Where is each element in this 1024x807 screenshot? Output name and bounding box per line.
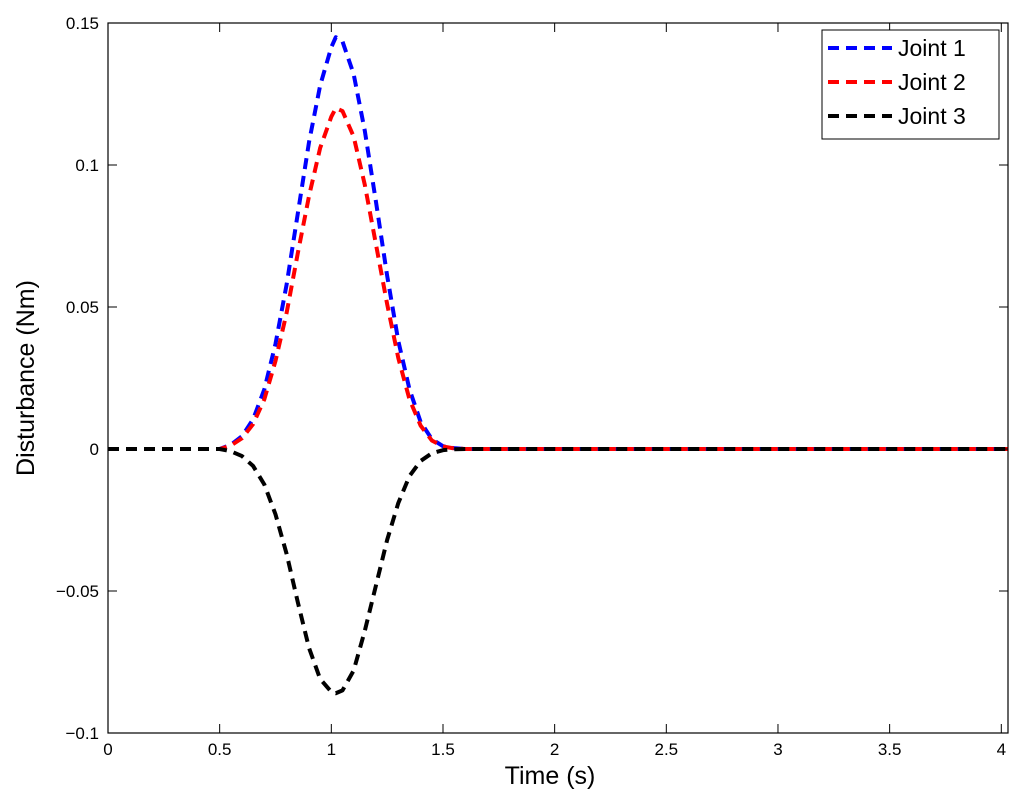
x-tick-label: 1.5 (431, 740, 455, 759)
x-tick-label: 2 (550, 740, 559, 759)
series-line-joint-2 (108, 106, 1008, 451)
y-tick-label: 0.05 (66, 298, 99, 317)
x-tick-label: 2.5 (654, 740, 678, 759)
y-tick-label: −0.05 (56, 582, 99, 601)
y-tick-label: −0.1 (65, 724, 99, 743)
y-axis: −0.1 −0.05 0 0.05 0.1 0.15 (56, 14, 1008, 743)
y-tick-label: 0.15 (66, 14, 99, 33)
x-tick-label: 1 (327, 740, 336, 759)
x-tick-label: 0.5 (208, 740, 232, 759)
series-layer (108, 35, 1008, 696)
legend: Joint 1 Joint 2 Joint 3 (821, 29, 1000, 140)
legend-label: Joint 1 (898, 35, 966, 61)
plot-area-frame (107, 22, 1009, 734)
legend-label: Joint 2 (898, 69, 966, 95)
series-line-joint-3 (108, 447, 1008, 696)
x-tick-label: 3.5 (878, 740, 902, 759)
legend-label: Joint 3 (898, 103, 966, 129)
y-tick-label: 0 (90, 440, 99, 459)
x-tick-label: 3 (773, 740, 782, 759)
y-tick-label: 0.1 (75, 156, 99, 175)
x-tick-label: 4 (997, 740, 1006, 759)
x-axis-title: Time (s) (505, 762, 596, 790)
x-tick-label: 0 (103, 740, 112, 759)
x-axis: 0 0.5 1 1.5 2 2.5 3 3.5 4 (103, 23, 1006, 759)
y-axis-title: Disturbance (Nm) (12, 280, 40, 476)
